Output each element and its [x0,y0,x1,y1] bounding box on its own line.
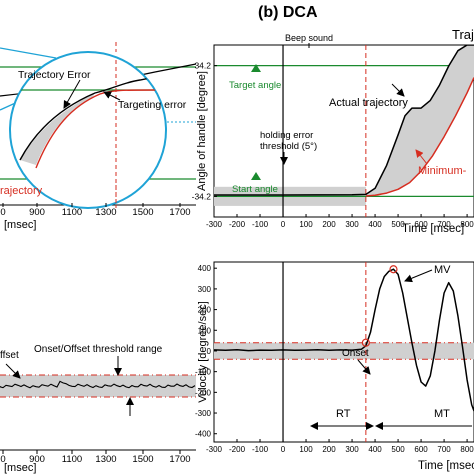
x-tick-label: 800 [460,445,474,454]
zoom-actual-line [19,75,161,161]
x-tick-label: 0 [0,454,5,465]
x-tick-label: 700 [437,220,451,229]
bl-tick-labels: 0 900 1100 1300 1500 1700 [0,450,191,465]
tr-plot-area [214,45,474,217]
x-tick-label: 200 [322,220,336,229]
rt-label: RT [336,408,351,420]
mv-label: MV [434,264,451,276]
y-tick-label: 34.2 [194,61,211,71]
traj-error-label: Trajectory Error [18,69,91,81]
y-tick-label: -400 [195,430,212,439]
zoom-minjerk-line [35,89,161,169]
y-tick-label: -34.2 [192,191,212,201]
y-tick-label: 0 [207,347,212,356]
tr-xlabel: Time [msec] [402,223,464,235]
actual-trajectory-label: Actual trajectory [329,97,408,109]
x-tick-label: 900 [29,454,45,465]
x-tick-label: 1100 [62,454,82,465]
y-tick-label: 400 [198,264,212,273]
traj-label: Traj [452,27,474,42]
top-left-panel: Trajectory Error Targeting error rajecto… [0,42,197,231]
br-ylabel: Velocity [degree/sec] [197,301,209,403]
x-tick-label: 800 [460,220,474,229]
x-tick-label: -200 [229,220,246,229]
x-tick-label: 600 [414,220,428,229]
bottom-left-panel: ffset Onset/Offset threshold range 0 900 1… [0,344,196,474]
x-tick-label: 1300 [95,454,116,465]
target-angle-arrow [251,64,261,72]
panel-title: (b) DCA [258,4,318,21]
targeting-error-label: Targeting error [118,99,187,111]
x-tick-label: 1100 [62,207,82,218]
x-tick-label: -300 [206,445,223,454]
minimum-jerk-label: Minimum- [418,165,467,177]
zoom-circle [9,51,167,209]
y-tick-label: -100 [195,368,212,377]
y-tick-label: -300 [195,409,212,418]
tr-ylabel: Angle of handle [degree] [196,71,208,191]
x-tick-label: 400 [368,220,382,229]
x-tick-label: 300 [345,220,359,229]
tr-axis-ticks: -300 -200 -100 0 100 200 300 400 500 600 700 800 34.… [192,61,474,229]
bl-offset-label: ffset [0,350,19,361]
threshold-label: threshold (5°) [260,141,317,152]
mt-label: MT [434,408,450,420]
br-plot-area [214,262,474,442]
bl-threshold-label: Onset/Offset threshold range [34,344,163,355]
y-tick-label: -200 [195,388,212,397]
x-tick-label: 500 [391,445,405,454]
x-tick-label: 1500 [132,207,153,218]
tl-xlabel: [msec] [4,219,36,231]
threshold-band [214,342,474,360]
mv-marker [389,265,398,274]
x-tick-label: 200 [322,445,336,454]
zoom-line-top [0,47,57,59]
x-tick-label: -100 [252,220,269,229]
x-tick-label: 300 [345,445,359,454]
x-tick-label: 500 [391,220,405,229]
x-tick-label: 1700 [169,454,190,465]
x-tick-label: 0 [281,220,286,229]
target-angle-label: Target angle [229,80,281,91]
x-tick-label: -300 [206,220,223,229]
holding-error-label: holding error [260,130,313,141]
bottom-right-panel: Velocity [degree/sec] Time [msec] -300 -2… [195,261,474,472]
onset-marker [361,338,370,347]
x-tick-label: -100 [252,445,269,454]
beep-label: Beep sound [285,33,333,43]
x-tick-label: 900 [29,207,45,218]
trajectory-error-area [365,45,474,196]
x-tick-label: 100 [299,220,313,229]
br-xlabel: Time [msec] [418,460,474,472]
tr-frame [213,44,474,218]
velocity-line [214,268,474,412]
actual-trajectory-line [214,45,474,196]
start-angle-arrow [251,172,261,180]
x-tick-label: 1500 [132,454,153,465]
x-tick-label: 1700 [169,207,190,218]
x-tick-label: 100 [299,445,313,454]
trajectory-label: rajectory [0,185,43,197]
br-axis-ticks: -300 -200 -100 0 100 200 300 400 500 600 700 800 -40… [195,264,474,454]
y-tick-label: 100 [198,326,212,335]
zoom-error-area [20,93,95,165]
minimum-jerk-line [365,77,474,197]
y-tick-label: 200 [198,306,212,315]
bl-xlabel: [msec] [4,462,36,474]
onset-label: Onset [342,348,369,359]
y-tick-label: 300 [198,285,212,294]
tl-tick-labels: 0 900 1100 1300 1500 1700 [0,203,191,218]
top-right-panel: Angle of handle [degree] Time [msec] -30… [192,27,474,235]
x-tick-label: 0 [0,207,5,218]
x-tick-label: 600 [414,445,428,454]
x-tick-label: 1300 [95,207,116,218]
x-tick-label: 400 [368,445,382,454]
x-tick-label: -200 [229,445,246,454]
bl-signal-line [0,380,196,389]
start-angle-label: Start angle [232,184,278,195]
x-tick-label: 700 [437,445,451,454]
x-tick-label: 0 [281,445,286,454]
